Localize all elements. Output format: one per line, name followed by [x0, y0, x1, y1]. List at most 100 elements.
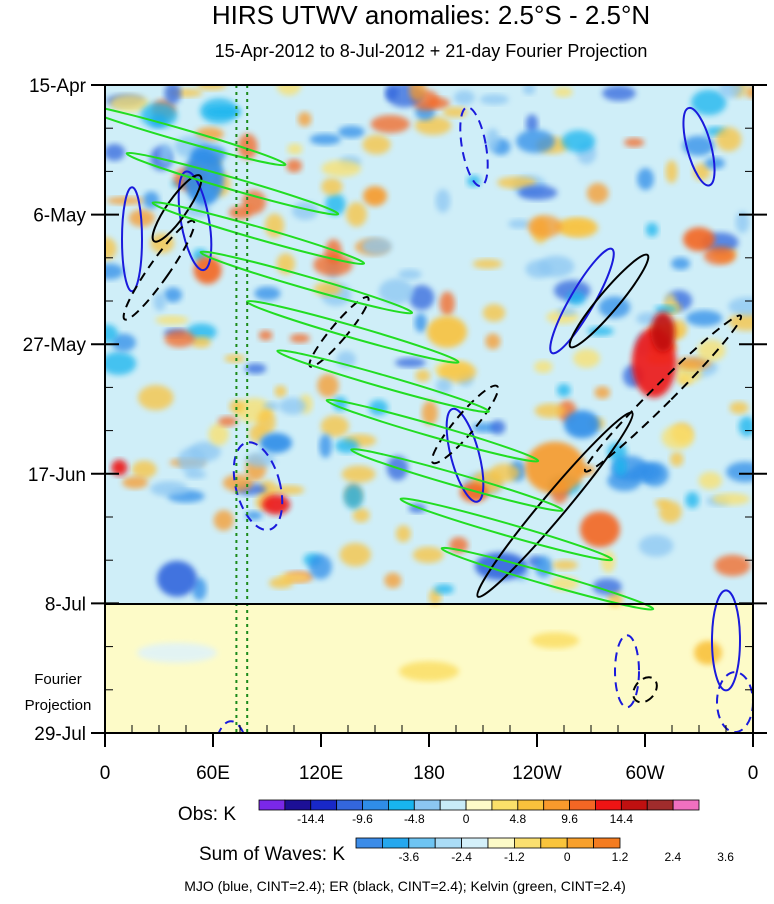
chart-title: HIRS UTWV anomalies: 2.5°S - 2.5°N	[212, 0, 650, 30]
anomaly-patch	[205, 106, 242, 118]
anomaly-patch	[489, 463, 520, 483]
anomaly-patch	[319, 434, 332, 458]
anomaly-patch	[654, 305, 678, 314]
anomaly-patch	[714, 554, 751, 577]
obs-colorbar-swatch	[491, 799, 519, 811]
anomaly-patch	[309, 133, 341, 145]
obs-colorbar: -14.4 -9.6 -4.8 0 4.8 9.6 14.4	[258, 799, 700, 826]
er-contour	[476, 411, 634, 598]
anomaly-patch	[738, 416, 753, 437]
anomaly-patch	[397, 269, 422, 280]
anomaly-patch	[150, 233, 175, 254]
anomaly-patch	[341, 465, 376, 483]
anomaly-patch	[412, 546, 444, 564]
obs-colorbar-swatch	[595, 799, 622, 811]
anomaly-patch	[435, 189, 451, 213]
waves-colorbar-tick-label: 0	[564, 850, 571, 864]
fourier-label-line-2: Projection	[25, 697, 92, 714]
anomaly-patch	[665, 160, 678, 184]
anomaly-patch-strong	[111, 459, 128, 476]
mjo-contour	[711, 589, 741, 692]
obs-colorbar-tick-label: 14.4	[610, 812, 634, 826]
kelvin-contour	[199, 250, 414, 315]
anomaly-patch-strong	[427, 315, 467, 348]
anomaly-patch	[370, 115, 410, 134]
obs-colorbar-swatch	[517, 799, 545, 811]
er-contour	[308, 296, 370, 368]
waves-colorbar-swatch	[434, 837, 463, 849]
kelvin-contour	[151, 201, 366, 265]
anomaly-patch	[453, 90, 475, 105]
anomaly-patch	[274, 485, 305, 495]
obs-colorbar-swatch	[258, 799, 286, 811]
anomaly-patch	[729, 401, 749, 414]
anomaly-patch	[245, 451, 276, 468]
anomaly-patch	[254, 286, 281, 301]
mjo-contour	[682, 106, 716, 187]
anomaly-patch	[164, 330, 195, 348]
anomaly-patch	[715, 127, 742, 152]
anomaly-patch	[472, 259, 503, 269]
waves-colorbar-swatch	[461, 837, 489, 849]
anomaly-patch	[274, 385, 287, 398]
x-tick-label: 0	[748, 763, 759, 784]
obs-colorbar-swatch	[310, 799, 338, 811]
anomaly-patch-strong	[262, 494, 290, 515]
er-contour	[151, 174, 203, 243]
anomaly-patch	[218, 416, 238, 427]
anomaly-patch	[745, 86, 753, 99]
anomaly-patch	[691, 89, 727, 116]
mjo-contour	[177, 170, 213, 272]
anomaly-patch	[637, 168, 654, 191]
anomaly-patch	[191, 336, 211, 348]
anomaly-patch	[414, 116, 452, 136]
anomaly-patch	[346, 202, 367, 227]
anomaly-patch	[309, 554, 332, 580]
anomaly-patch	[111, 333, 136, 352]
mjo-contour	[459, 106, 489, 188]
anomaly-patch	[415, 369, 431, 382]
anomaly-patch	[573, 348, 600, 368]
obs-colorbar-swatch	[646, 799, 674, 811]
anomaly-patch-cold	[184, 149, 224, 206]
er-contour	[430, 384, 500, 465]
kelvin-contour	[350, 448, 564, 512]
anomaly-patch	[508, 219, 531, 229]
kelvin-contour	[276, 349, 490, 414]
y-axis: 15-Apr 6-May 27-May 17-Jun 8-Jul 29-Jul	[23, 76, 767, 745]
anomaly-patch	[394, 357, 426, 368]
anomaly-patch	[661, 425, 694, 450]
anomaly-patch	[155, 315, 189, 325]
anomaly-patch	[228, 205, 253, 220]
kelvin-contour	[440, 546, 655, 611]
obs-colorbar-tick-label: 9.6	[561, 812, 578, 826]
anomaly-patch-strong	[525, 441, 585, 494]
anomaly-patch	[409, 85, 426, 102]
anomaly-patch	[685, 491, 700, 509]
anomaly-patch-strong	[193, 256, 222, 285]
obs-colorbar-swatch	[284, 799, 312, 811]
y-tick-label: 27-May	[23, 335, 87, 356]
anomaly-patch-cold	[260, 432, 292, 453]
obs-colorbar-swatch	[672, 799, 700, 811]
anomaly-patch	[556, 383, 571, 397]
er-contour	[122, 219, 196, 321]
anomaly-patch	[638, 534, 674, 557]
anomaly-patch	[378, 278, 414, 305]
anomaly-patch	[607, 442, 627, 462]
anomaly-patch	[257, 409, 276, 435]
waves-colorbar-tick-label: -3.6	[398, 850, 419, 864]
anomaly-patch	[561, 130, 596, 153]
anomaly-patch	[517, 185, 558, 200]
anomaly-patch	[237, 133, 258, 160]
waves-colorbar-swatch	[566, 837, 595, 849]
obs-colorbar-swatch	[569, 799, 596, 811]
anomaly-patch	[697, 339, 726, 362]
anomaly-field	[105, 85, 753, 682]
anomaly-patch	[208, 423, 229, 446]
anomaly-patch	[698, 471, 722, 490]
anomaly-patch	[258, 480, 278, 500]
obs-colorbar-swatch	[620, 799, 648, 811]
anomaly-patch	[421, 400, 438, 426]
anomaly-patch	[105, 143, 126, 161]
